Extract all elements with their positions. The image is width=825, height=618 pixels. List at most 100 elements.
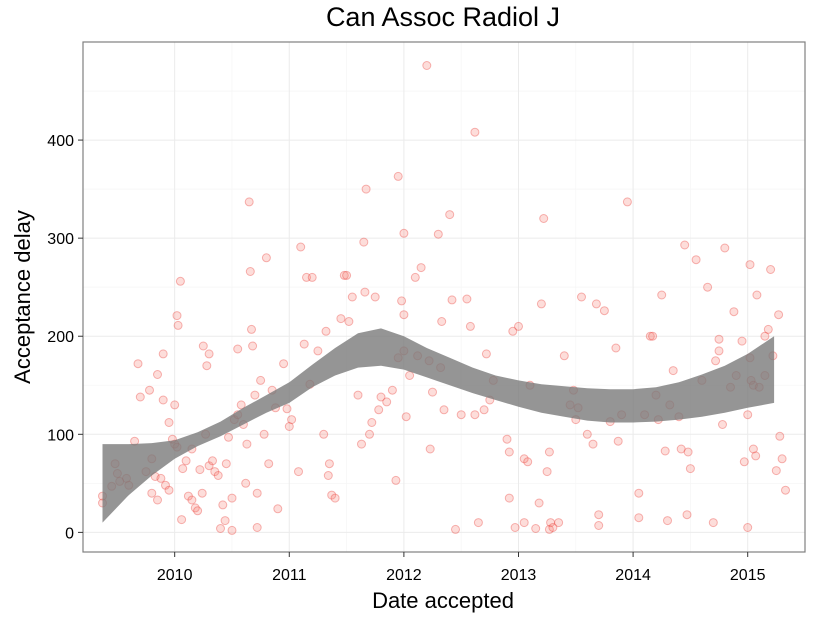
data-point [241, 478, 251, 488]
data-point [393, 171, 403, 181]
data-point [743, 523, 753, 532]
data-point [514, 321, 523, 331]
data-point [307, 272, 317, 282]
x-tick-label: 2012 [386, 567, 422, 584]
data-point [760, 331, 770, 341]
data-point [204, 461, 214, 471]
data-point [147, 488, 157, 498]
data-point [252, 488, 262, 498]
data-point [365, 429, 374, 439]
data-point [682, 510, 692, 520]
data-point [282, 404, 292, 414]
data-point [648, 331, 658, 341]
data-point [287, 415, 297, 425]
data-point [473, 518, 483, 528]
data-point [170, 400, 180, 410]
data-point [190, 503, 200, 513]
data-point [216, 524, 225, 533]
data-point [299, 339, 309, 349]
data-point [173, 320, 183, 330]
y-axis-title: Acceptance delay [10, 210, 35, 384]
data-point [594, 510, 604, 520]
data-point [708, 518, 718, 528]
data-point [224, 432, 233, 442]
data-point [353, 390, 363, 400]
data-point [336, 314, 346, 324]
plot-panel [82, 41, 806, 553]
data-point [660, 446, 670, 456]
data-point [187, 495, 197, 505]
data-points [98, 61, 790, 535]
y-tick-label: 0 [65, 525, 74, 542]
data-point [737, 336, 747, 346]
data-point [284, 422, 294, 431]
data-point [774, 310, 784, 320]
data-point [227, 493, 237, 503]
data-point [245, 267, 255, 276]
data-point [401, 412, 411, 422]
data-point [751, 451, 761, 461]
data-point [220, 516, 230, 526]
data-point [133, 359, 143, 369]
data-point [145, 385, 154, 395]
data-point [359, 237, 369, 247]
data-point [321, 326, 331, 336]
data-point [720, 243, 730, 253]
data-point [387, 385, 397, 395]
data-point [294, 467, 303, 477]
data-point [613, 436, 623, 446]
data-point [164, 485, 174, 495]
data-point [539, 214, 549, 223]
data-point [544, 447, 554, 457]
data-point [218, 500, 228, 510]
data-point [622, 197, 632, 207]
data-point [347, 292, 357, 302]
data-point [711, 356, 721, 366]
data-point [676, 444, 686, 454]
data-point [204, 349, 214, 359]
data-point [313, 346, 323, 356]
data-point [399, 310, 409, 320]
grid [83, 42, 805, 552]
data-point [399, 228, 409, 238]
data-point [685, 464, 695, 474]
data-point [718, 420, 727, 429]
data-point [523, 457, 533, 467]
data-point [183, 491, 193, 501]
data-point [519, 518, 529, 528]
data-point [745, 260, 755, 270]
data-point [405, 371, 415, 380]
data-point [330, 493, 340, 503]
y-tick-label: 400 [47, 133, 74, 150]
data-point [729, 307, 739, 317]
data-point [714, 346, 724, 356]
data-point [766, 265, 776, 274]
data-point [208, 456, 217, 466]
data-point [657, 290, 667, 300]
data-point [339, 270, 349, 280]
data-point [691, 255, 701, 265]
y-tick-label: 100 [47, 427, 74, 444]
data-point [397, 296, 407, 306]
data-point [213, 471, 223, 480]
data-point [554, 518, 564, 528]
data-point [611, 343, 621, 353]
data-point [244, 197, 254, 207]
x-axis-title: Date accepted [372, 588, 514, 613]
data-point [324, 459, 334, 469]
data-point [261, 253, 271, 263]
data-point [481, 349, 491, 359]
data-point [153, 495, 162, 505]
smooth-band [102, 328, 775, 523]
data-point [462, 294, 472, 304]
data-point [158, 349, 168, 359]
data-point [437, 317, 447, 326]
data-point [588, 439, 598, 449]
data-point [376, 392, 386, 402]
data-point [425, 444, 435, 454]
x-tick-label: 2011 [272, 567, 307, 584]
data-point [227, 525, 237, 535]
data-point [256, 375, 266, 385]
data-point [508, 326, 518, 336]
